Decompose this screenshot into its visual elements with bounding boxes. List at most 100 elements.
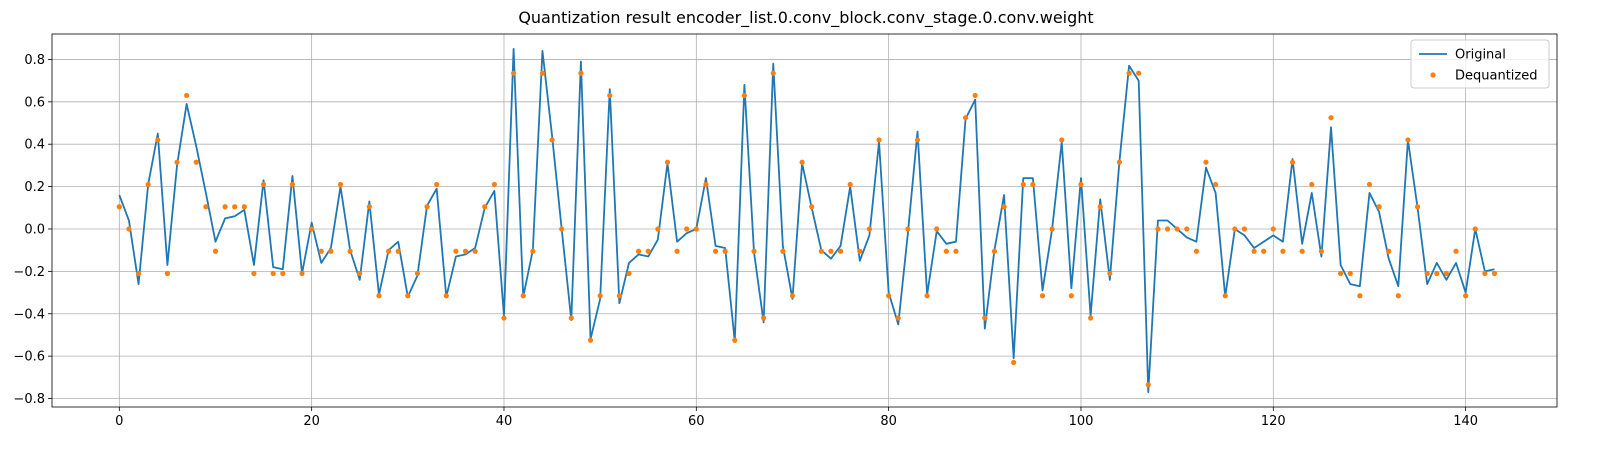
data-point-dequantized [578, 70, 584, 76]
data-point-dequantized [443, 293, 449, 299]
data-point-dequantized [395, 248, 401, 254]
data-point-dequantized [1001, 204, 1007, 210]
data-point-dequantized [193, 159, 199, 165]
data-point-dequantized [991, 248, 998, 254]
data-point-dequantized [780, 248, 786, 254]
data-point-dequantized [761, 315, 767, 321]
data-point-dequantized [789, 293, 796, 299]
data-point-dequantized [510, 70, 517, 76]
data-point-dequantized [962, 115, 969, 121]
data-point-dequantized [1453, 248, 1459, 254]
data-point-dequantized [1318, 248, 1324, 254]
data-point-dequantized [1309, 181, 1315, 188]
data-point-dequantized [799, 159, 805, 165]
data-point-dequantized [1193, 248, 1199, 254]
data-point-dequantized [530, 248, 536, 254]
data-point-dequantized [1472, 226, 1478, 232]
data-point-dequantized [357, 270, 363, 277]
data-point-dequantized [886, 293, 892, 299]
axes: 0 20 40 60 80 100 120 140 −0.8 −0.6 −0.4 −0.2 0.0 0.2… [13, 33, 1558, 429]
data-point-dequantized [626, 270, 632, 277]
data-point-dequantized [1491, 270, 1498, 277]
data-point-dequantized [693, 226, 699, 232]
data-point-dequantized [712, 248, 719, 254]
data-point-dequantized [934, 226, 940, 232]
data-point-dequantized [1174, 226, 1180, 232]
data-point-dequantized [1357, 293, 1363, 299]
y-tick-label: 0.4 [24, 138, 45, 153]
y-tick-label: 0.0 [24, 222, 45, 237]
data-point-dequantized [1184, 226, 1190, 232]
data-point-dequantized [1376, 204, 1382, 210]
data-point-dequantized [924, 293, 930, 299]
axes-frame [51, 33, 1558, 408]
data-point-dequantized [184, 92, 190, 99]
data-point-dequantized [1482, 270, 1488, 277]
data-point-dequantized [732, 337, 738, 343]
x-tick-label: 20 [303, 414, 320, 429]
data-point-dequantized [1443, 270, 1450, 277]
data-point-dequantized [818, 248, 824, 254]
data-point-dequantized [645, 248, 651, 254]
data-point-dequantized [1414, 204, 1421, 210]
data-point-dequantized [982, 315, 988, 321]
data-point-dequantized [587, 337, 594, 343]
data-point-dequantized [741, 92, 747, 99]
data-point-dequantized [1270, 226, 1276, 232]
data-point-dequantized [174, 159, 180, 165]
data-point-dequantized [405, 293, 411, 299]
legend: Original Dequantized [1410, 39, 1550, 89]
data-point-dequantized [1424, 270, 1430, 277]
data-point-dequantized [1116, 159, 1123, 165]
data-point-dequantized [1136, 70, 1142, 76]
data-point-dequantized [722, 248, 728, 254]
data-point-dequantized [280, 270, 286, 277]
data-point-dequantized [1145, 382, 1151, 388]
data-point-dequantized [1299, 248, 1305, 254]
data-point-dequantized [289, 181, 296, 188]
data-point-dequantized [857, 248, 863, 254]
data-point-dequantized [472, 248, 478, 254]
legend-box [1410, 39, 1550, 89]
data-point-dequantized [1347, 270, 1353, 277]
data-point-dequantized [905, 226, 911, 232]
data-point-dequantized [1087, 315, 1094, 321]
data-point-dequantized [260, 181, 267, 188]
data-point-dequantized [953, 248, 959, 254]
data-point-dequantized [1213, 181, 1219, 188]
data-point-dequantized [1386, 248, 1392, 254]
data-point-dequantized [241, 204, 247, 210]
data-point-dequantized [1241, 226, 1248, 232]
legend-label: Dequantized [1455, 69, 1538, 84]
data-point-dequantized [1405, 137, 1411, 143]
data-point-dequantized [1078, 181, 1084, 188]
data-point-dequantized [385, 248, 392, 254]
data-point-dequantized [145, 181, 151, 188]
data-point-dequantized [674, 248, 680, 254]
data-point-dequantized [809, 204, 815, 210]
data-point-dequantized [1289, 159, 1296, 165]
data-point-dequantized [559, 226, 565, 232]
x-tick-label: 60 [688, 414, 705, 429]
data-point-dequantized [453, 248, 459, 254]
data-point-dequantized [1222, 293, 1228, 299]
data-point-dequantized [597, 293, 603, 299]
data-point-dequantized [1434, 270, 1440, 277]
data-point-dequantized [501, 315, 507, 321]
data-point-dequantized [1039, 293, 1046, 299]
data-point-dequantized [1049, 226, 1055, 232]
data-point-dequantized [232, 204, 238, 210]
data-point-dequantized [684, 226, 690, 232]
data-point-dequantized [828, 248, 834, 254]
data-point-dequantized [318, 248, 324, 254]
y-tick-label: 0.2 [24, 180, 45, 195]
data-point-dequantized [337, 181, 344, 188]
plot-area [116, 47, 1498, 394]
data-point-dequantized [1155, 226, 1161, 232]
data-point-dequantized [1011, 359, 1017, 366]
data-point-dequantized [943, 248, 949, 254]
y-tick-label: −0.8 [13, 392, 45, 407]
chart-title: Quantization result encoder_list.0.conv_… [518, 8, 1093, 28]
data-point-dequantized [770, 70, 776, 76]
